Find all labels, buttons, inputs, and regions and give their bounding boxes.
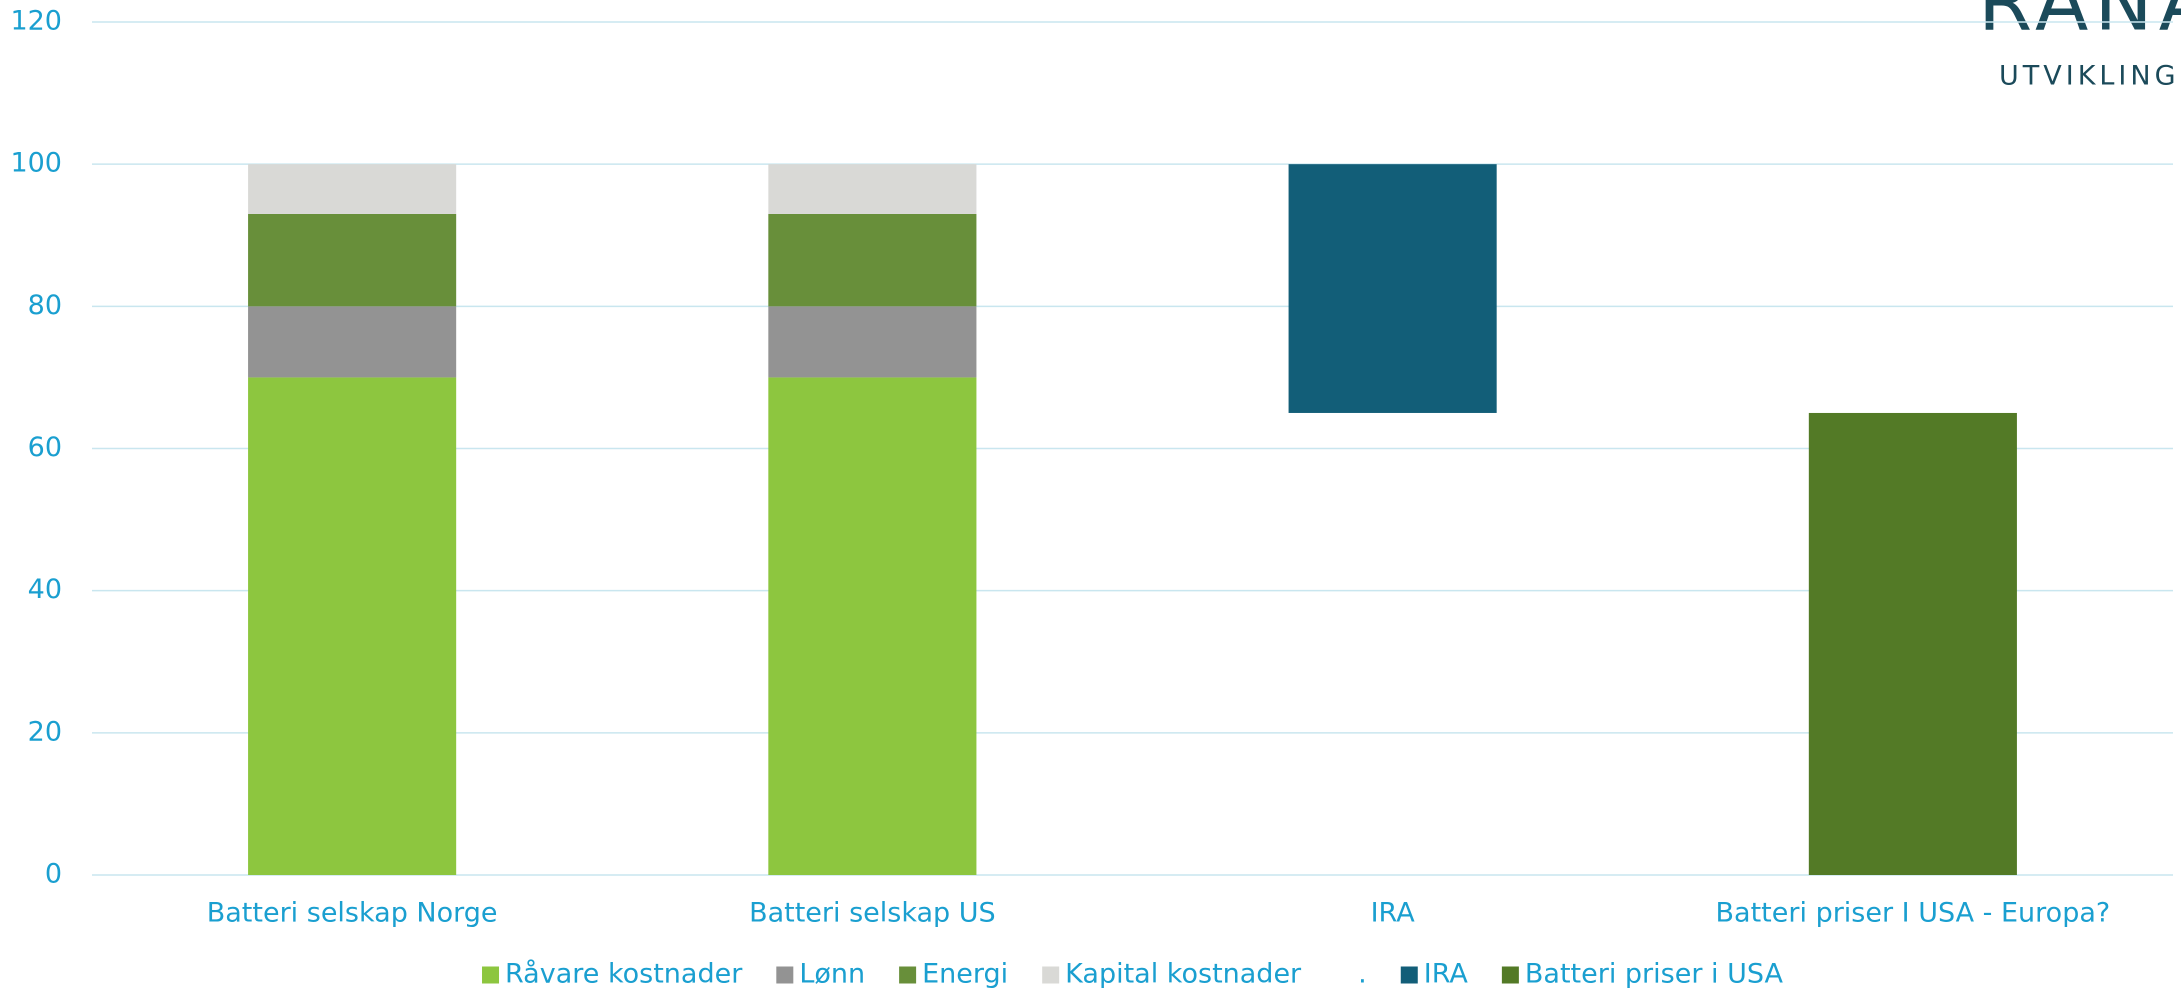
bar-segment [768,377,977,875]
bar-segment [768,306,977,378]
y-tick-label: 60 [28,432,62,463]
x-tick-label: IRA [1371,898,1416,929]
x-tick-label: Batteri selskap Norge [207,898,498,929]
legend: Råvare kostnader Lønn Energi Kapital kostna… [482,959,1784,990]
y-tick-label: 100 [10,148,62,179]
bar-segment [248,164,457,214]
y-tick-label: 40 [28,574,62,605]
bar-segment [768,213,977,307]
legend-label: . [1358,959,1367,990]
x-tick-label: Batteri selskap US [749,898,996,929]
y-tick-label: 0 [45,859,62,890]
bar-segment [1288,164,1497,413]
legend-swatch [482,966,500,984]
legend-swatch [1400,966,1418,984]
logo-subtitle: UTVIKLING [1999,61,2180,92]
logo-name: RANA [1978,0,2181,48]
bar-segment [248,306,457,378]
x-tick-label: Batteri priser I USA - Europa? [1716,898,2111,929]
legend-swatch [776,966,794,984]
bar-segment [248,213,457,307]
y-tick-label: 20 [28,716,62,747]
y-tick-label: 120 [10,6,62,37]
bar-segment [1289,413,1497,875]
legend-label: IRA [1424,959,1469,990]
bar-segment [248,377,457,875]
legend-swatch [1042,966,1060,984]
bar-segment [768,164,977,214]
legend-label: Råvare kostnader [505,959,743,990]
legend-label: Kapital kostnader [1065,959,1302,990]
legend-label: Energi [922,959,1008,990]
y-tick-label: 80 [28,290,62,321]
legend-label: Lønn [799,959,865,990]
legend-swatch [899,966,917,984]
legend-swatch [1501,966,1519,984]
bar-segment [1808,412,2017,875]
legend-label: Batteri priser i USA [1525,959,1784,990]
